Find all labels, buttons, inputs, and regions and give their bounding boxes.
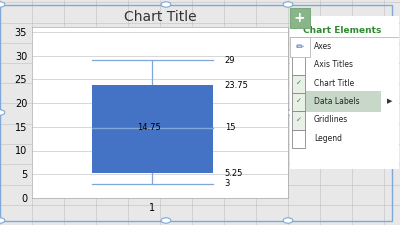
Text: 5.25: 5.25 [225, 169, 243, 178]
FancyBboxPatch shape [292, 75, 305, 93]
Text: ✓: ✓ [296, 43, 302, 49]
Text: 14.75: 14.75 [138, 124, 161, 133]
Text: Axes: Axes [314, 42, 332, 51]
Circle shape [0, 2, 5, 7]
Circle shape [161, 2, 171, 7]
Text: ✓: ✓ [296, 80, 302, 86]
Text: Axis Titles: Axis Titles [314, 60, 353, 69]
Text: ✏: ✏ [296, 42, 304, 52]
FancyBboxPatch shape [292, 130, 305, 148]
FancyBboxPatch shape [292, 38, 305, 56]
Text: +: + [294, 11, 306, 25]
Circle shape [0, 218, 5, 223]
Text: Data Labels: Data Labels [314, 97, 360, 106]
Text: ✓: ✓ [296, 98, 302, 104]
Text: Chart Title: Chart Title [314, 79, 354, 88]
Circle shape [161, 218, 171, 223]
Text: 29: 29 [225, 56, 235, 65]
Circle shape [0, 110, 5, 115]
FancyBboxPatch shape [292, 111, 305, 130]
FancyBboxPatch shape [292, 93, 305, 111]
Text: Legend: Legend [314, 134, 342, 143]
FancyBboxPatch shape [290, 37, 310, 57]
Text: Chart Elements: Chart Elements [303, 27, 382, 36]
Text: Gridlines: Gridlines [314, 115, 348, 124]
FancyBboxPatch shape [288, 13, 400, 172]
FancyBboxPatch shape [290, 8, 310, 28]
Text: 23.75: 23.75 [225, 81, 249, 90]
Circle shape [283, 110, 293, 115]
Text: ✓: ✓ [296, 117, 302, 123]
Title: Chart Title: Chart Title [124, 10, 196, 25]
Text: 15: 15 [225, 124, 235, 133]
Bar [292, 91, 381, 112]
Bar [92, 85, 213, 173]
FancyBboxPatch shape [292, 56, 305, 75]
Circle shape [283, 218, 293, 223]
Circle shape [283, 2, 293, 7]
Text: 3: 3 [225, 179, 230, 188]
Text: ▶: ▶ [388, 98, 393, 104]
